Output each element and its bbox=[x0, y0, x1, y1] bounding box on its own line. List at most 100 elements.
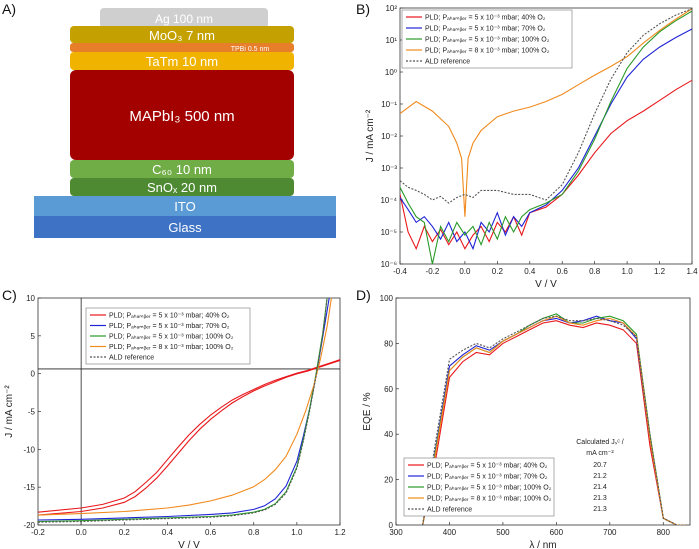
x-tick-label: 0.8 bbox=[589, 267, 601, 276]
layer-tpbi bbox=[70, 43, 294, 52]
x-tick-label: 500 bbox=[496, 528, 510, 537]
y-tick-label: 10⁻¹ bbox=[381, 100, 397, 109]
x-tick-label: 1.0 bbox=[291, 528, 303, 537]
layer-tpbi-label: TPBi 0.5 nm bbox=[231, 46, 270, 53]
legend-label: PLD; Pₐₕₐₘᵦₑᵣ = 5 x 10⁻³ mbar; 70% O₂ bbox=[109, 323, 230, 330]
layer-moo3 bbox=[70, 26, 294, 43]
legend-label: ALD reference bbox=[427, 507, 472, 514]
x-tick-label: -0.2 bbox=[31, 528, 45, 537]
layer-c60 bbox=[70, 160, 294, 178]
layer-ag bbox=[100, 8, 268, 28]
jsc-value: 20.7 bbox=[593, 462, 607, 469]
legend-label: PLD; Pₐₕₐₘᵦₑᵣ = 5 x 10⁻³ mbar; 70% O₂ bbox=[425, 26, 546, 33]
jsc-value: 21.2 bbox=[593, 473, 607, 480]
x-tick-label: 1.4 bbox=[686, 267, 698, 276]
y-tick-label: 10⁰ bbox=[385, 68, 397, 77]
y-tick-label: 10⁻³ bbox=[381, 164, 397, 173]
legend-label: PLD; Pₐₕₐₘᵦₑᵣ = 8 x 10⁻³ mbar; 100% O₂ bbox=[427, 496, 552, 503]
jsc-value: 21.3 bbox=[593, 506, 607, 513]
legend-label: PLD; Pₐₕₐₘᵦₑᵣ = 5 x 10⁻³ mbar; 40% O₂ bbox=[109, 313, 230, 320]
layer-c60-label: C₆₀ 10 nm bbox=[152, 162, 212, 177]
y-tick-label: 40 bbox=[384, 430, 393, 439]
legend-label: PLD; Pₐₕₐₘᵦₑᵣ = 5 x 10⁻³ mbar; 100% O₂ bbox=[109, 334, 234, 341]
layer-mapbi3 bbox=[70, 70, 294, 160]
x-tick-label: 400 bbox=[443, 528, 457, 537]
series-line-c bbox=[38, 298, 332, 516]
y-tick-label: 80 bbox=[384, 339, 393, 348]
y-tick-label: -10 bbox=[23, 445, 35, 454]
legend-box bbox=[85, 307, 251, 365]
x-tick-label: 0.4 bbox=[524, 267, 536, 276]
panel-label-c: C) bbox=[2, 287, 17, 303]
layer-ito-label: ITO bbox=[174, 199, 195, 214]
plot-frame-d bbox=[395, 297, 691, 526]
y-tick-label: -15 bbox=[23, 483, 35, 492]
legend-label: PLD; Pₐₕₐₘᵦₑᵣ = 5 x 10⁻³ mbar; 40% O₂ bbox=[425, 15, 546, 22]
x-tick-label: 300 bbox=[389, 528, 403, 537]
legend-label: PLD; Pₐₕₐₘᵦₑᵣ = 5 x 10⁻³ mbar; 100% O₂ bbox=[427, 485, 552, 492]
layer-ag-label: Ag 100 nm bbox=[155, 12, 213, 26]
y-tick-label: 10¹ bbox=[385, 36, 397, 45]
x-axis-label: λ / nm bbox=[529, 540, 556, 549]
y-tick-label: 20 bbox=[384, 476, 393, 485]
y-tick-label: 10 bbox=[26, 294, 35, 303]
series-line-b bbox=[400, 10, 692, 264]
x-axis-label: V / V bbox=[178, 540, 200, 549]
legend-label: PLD; Pₐₕₐₘᵦₑᵣ = 5 x 10⁻³ mbar; 40% O₂ bbox=[427, 463, 548, 470]
chart-c: -0.2 0.0 0.2 0.4 0.6 0.8 1.0 1.2 -20 -15 -10 -5 0 5 10… bbox=[4, 294, 346, 549]
legend-label: PLD; Pₐₕₐₘᵦₑᵣ = 8 x 10⁻³ mbar; 100% O₂ bbox=[425, 48, 550, 55]
legend-label: ALD reference bbox=[109, 355, 154, 362]
legend-label: PLD; Pₐₕₐₘᵦₑᵣ = 8 x 10⁻³ mbar; 100% O₂ bbox=[109, 344, 234, 351]
x-tick-label: 700 bbox=[603, 528, 617, 537]
x-tick-label: 0.6 bbox=[205, 528, 217, 537]
x-tick-label: 0.8 bbox=[248, 528, 260, 537]
series-line-d bbox=[422, 320, 685, 525]
layer-glass-label: Glass bbox=[168, 220, 202, 235]
x-tick-label: 1.0 bbox=[622, 267, 634, 276]
layer-sno2-label: SnOₓ 20 nm bbox=[147, 180, 217, 195]
layer-sno2 bbox=[70, 178, 294, 196]
series-line-c bbox=[38, 359, 340, 516]
y-axis-label: J / mA cm⁻² bbox=[365, 109, 376, 162]
y-tick-label: -5 bbox=[28, 408, 36, 417]
x-tick-label: 0.2 bbox=[492, 267, 504, 276]
layer-tatm-label: TaTm 10 nm bbox=[146, 54, 218, 69]
x-axis-label: V / V bbox=[535, 279, 557, 290]
layer-moo3-label: MoO₃ 7 nm bbox=[149, 28, 215, 43]
jsc-header: Calculated Jₛᶜ / bbox=[576, 439, 624, 446]
jsc-value: 21.4 bbox=[593, 484, 607, 491]
legend-box bbox=[403, 457, 555, 517]
x-tick-label: 0.4 bbox=[162, 528, 174, 537]
x-tick-label: 600 bbox=[550, 528, 564, 537]
series-line-b bbox=[400, 8, 692, 204]
series-line-b bbox=[400, 79, 692, 251]
x-tick-label: 0.6 bbox=[557, 267, 569, 276]
legend-label: PLD; Pₐₕₐₘᵦₑᵣ = 5 x 10⁻³ mbar; 70% O₂ bbox=[427, 474, 548, 481]
chart-d: 300 400 500 600 700 800 0 20 40 60 80 100 λ / nm EQE … bbox=[362, 294, 691, 549]
series-line-b bbox=[400, 28, 692, 251]
panel-label-b: B) bbox=[356, 1, 370, 17]
y-tick-label: 5 bbox=[31, 332, 36, 341]
y-tick-label: 10⁻⁵ bbox=[381, 228, 397, 237]
y-tick-label: 10⁻⁶ bbox=[381, 260, 397, 269]
y-axis-label: J / mA cm⁻² bbox=[4, 385, 15, 438]
panel-label-d: D) bbox=[356, 287, 371, 303]
legend-label: PLD; Pₐₕₐₘᵦₑᵣ = 5 x 10⁻³ mbar; 100% O₂ bbox=[425, 37, 550, 44]
y-tick-label: 10⁻² bbox=[381, 132, 397, 141]
device-stack: Ag 100 nm MoO₃ 7 nm TPBi 0.5 nm TaTm 10 … bbox=[34, 8, 336, 238]
panel-label-a: A) bbox=[2, 1, 16, 17]
y-axis-label: EQE / % bbox=[362, 392, 373, 430]
y-tick-label: 100 bbox=[380, 294, 394, 303]
x-tick-label: 800 bbox=[657, 528, 671, 537]
x-tick-label: 1.2 bbox=[654, 267, 666, 276]
legend-label: ALD reference bbox=[425, 59, 470, 66]
y-tick-label: 0 bbox=[31, 370, 36, 379]
layer-mapbi3-label: MAPbI₃ 500 nm bbox=[129, 108, 234, 125]
layer-tatm bbox=[70, 52, 294, 70]
layer-ito bbox=[34, 196, 336, 216]
y-tick-label: 0 bbox=[389, 521, 394, 530]
jsc-unit: mA cm⁻² bbox=[586, 450, 614, 457]
y-tick-label: -20 bbox=[23, 521, 35, 530]
y-tick-label: 10² bbox=[385, 4, 397, 13]
